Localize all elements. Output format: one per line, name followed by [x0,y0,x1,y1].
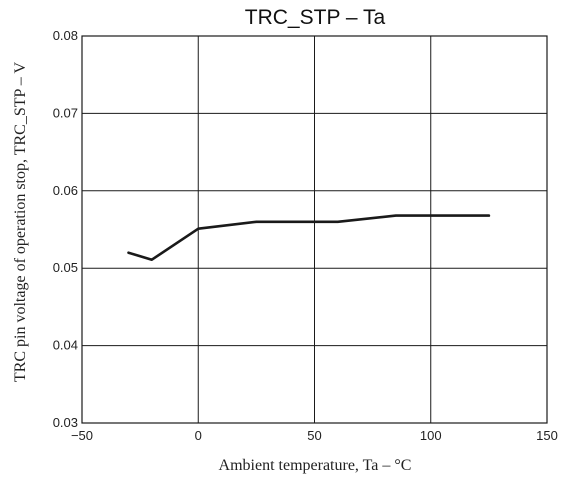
grid [81,35,548,424]
y-tick-label: 0.04 [53,338,78,353]
series-line [127,214,491,262]
x-tick-label: 150 [536,428,558,443]
series-layer [127,214,491,262]
x-tick-labels: −50 0 50 100 150 [71,428,558,443]
x-tick-label: −50 [71,428,93,443]
y-tick-label: 0.07 [53,105,78,120]
y-tick-label: 0.05 [53,260,78,275]
x-tick-label: 50 [307,428,321,443]
y-tick-label: 0.06 [53,183,78,198]
y-axis-label: TRC pin voltage of operation stop, TRC_S… [12,61,29,382]
y-tick-labels: 0.03 0.04 0.05 0.06 0.07 0.08 [53,28,78,430]
plot-frame [81,35,548,424]
x-tick-label: 0 [195,428,202,443]
x-axis-label: Ambient temperature, Ta – °C [219,457,412,474]
y-tick-label: 0.03 [53,415,78,430]
chart-title: TRC_STP – Ta [245,6,386,29]
y-tick-label: 0.08 [53,28,78,43]
x-tick-label: 100 [420,428,442,443]
